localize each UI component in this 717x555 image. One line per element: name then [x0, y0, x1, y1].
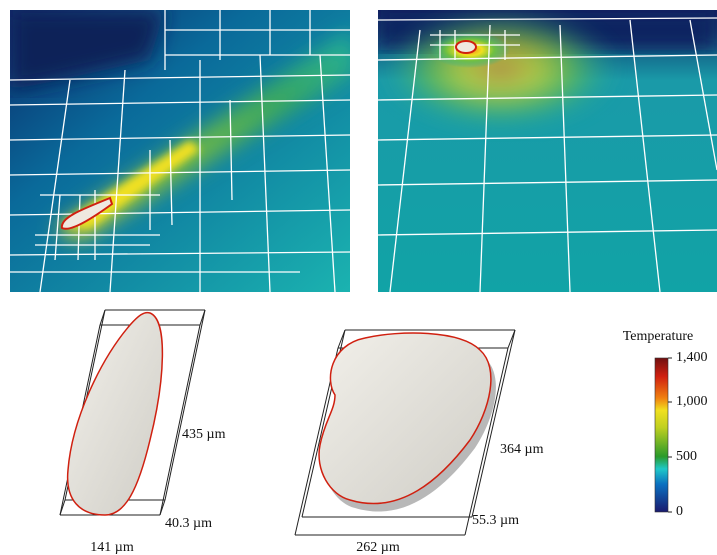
melt-pool-left: [60, 310, 205, 515]
dimension-label: 141 µm: [90, 540, 134, 555]
colorbar-title: Temperature: [623, 329, 694, 344]
melt-pool-right: [295, 330, 515, 535]
top-left-panel: [10, 10, 360, 292]
colorbar-tick-label: 1,000: [676, 394, 708, 409]
dimension-label: 364 µm: [500, 442, 544, 457]
colorbar-tick-label: 500: [676, 449, 697, 464]
dimension-label: 262 µm: [356, 540, 400, 555]
colorbar-tick-label: 0: [676, 504, 683, 519]
colorbar-tick-label: 1,400: [676, 350, 708, 365]
dimension-label: 435 µm: [182, 427, 226, 442]
colorbar-ticks: 0 500 1,000 1,400: [668, 350, 708, 519]
dimension-label: 40.3 µm: [165, 516, 212, 531]
colorbar: [655, 358, 668, 512]
top-right-panel: [378, 10, 717, 292]
dimension-label: 55.3 µm: [472, 513, 519, 528]
figure: 435 µm 40.3 µm 141 µm 364 µm 55.3 µm 262…: [0, 0, 717, 555]
